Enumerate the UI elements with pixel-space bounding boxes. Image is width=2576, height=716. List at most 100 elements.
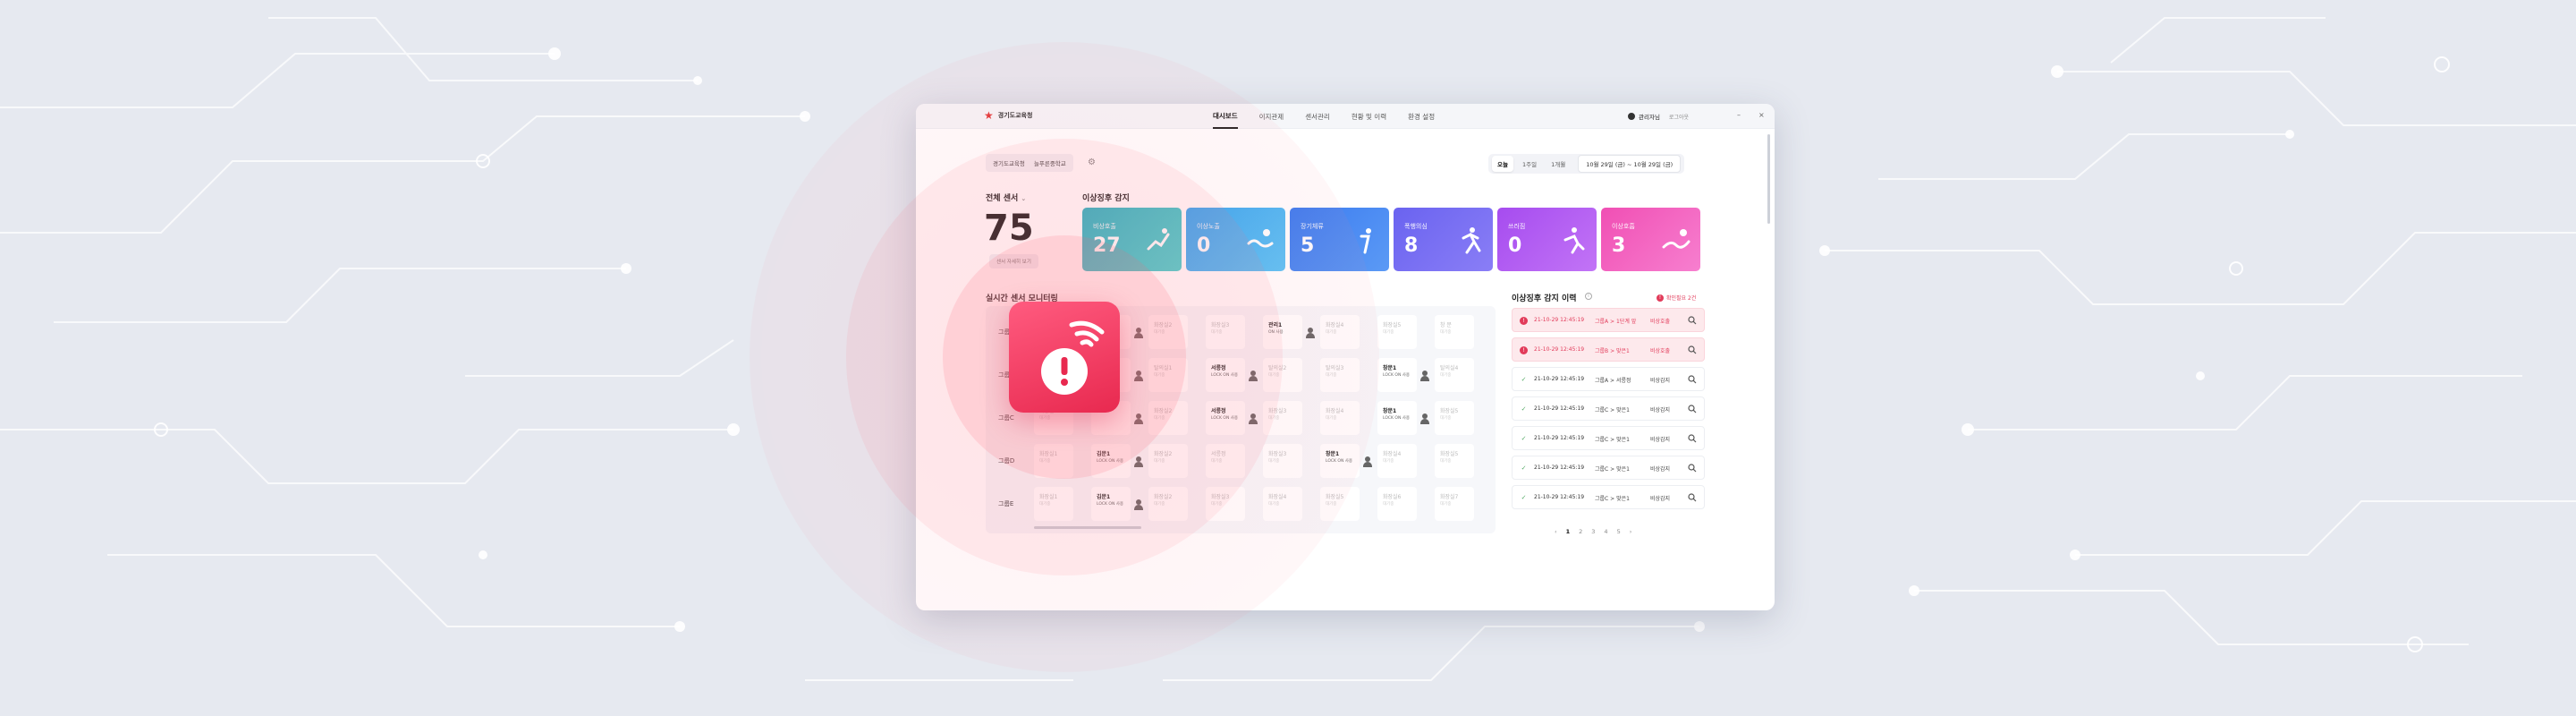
cell-name: 화장실2 [1154, 494, 1173, 500]
sensor-cell[interactable]: 화장실4 대기중 [1377, 444, 1417, 478]
sensor-cell[interactable]: 화장실5 대기중 [1435, 444, 1474, 478]
cell-name: 탈의실2 [1268, 365, 1287, 371]
nav-control[interactable]: 이지관제 [1258, 112, 1284, 121]
nav-settings[interactable]: 환경 설정 [1408, 112, 1436, 121]
sensor-cell[interactable]: 화장실6 대기중 [1377, 487, 1417, 521]
history-item[interactable]: ✓ 21-10-29 12:45:19 그룹C > 맞은1 비상감지 [1512, 426, 1705, 450]
nav-history[interactable]: 현황 및 이력 [1351, 112, 1387, 121]
sensor-cell[interactable]: 화장실5 대기중 [1377, 315, 1417, 349]
abnormal-card-1[interactable]: 이상노출 0 [1186, 208, 1285, 271]
minimize-icon[interactable]: – [1737, 111, 1741, 119]
search-icon[interactable] [1688, 345, 1697, 354]
sensor-cell[interactable]: 탈의실2 대기중 [1263, 358, 1302, 392]
logout-link[interactable]: 로그아웃 [1668, 114, 1690, 121]
unread-badge[interactable]: ! 확인필요 2건 [1657, 294, 1696, 302]
sensor-cell[interactable]: 화장실1 대기중 [1034, 444, 1073, 478]
sensor-cell[interactable]: 화장실2 대기중 [1148, 401, 1188, 435]
cell-status: 대기중 [1383, 459, 1394, 464]
history-item[interactable]: ✓ 21-10-29 12:45:19 그룹C > 맞은1 비상감지 [1512, 456, 1705, 480]
search-icon[interactable] [1688, 405, 1697, 413]
abnormal-card-5[interactable]: 이상호흡 3 [1601, 208, 1700, 271]
app-logo[interactable]: ★ 경기도교육청 [984, 110, 1032, 121]
sensor-cell[interactable]: 화장실5 대기중 [1435, 401, 1474, 435]
abnormal-card-0[interactable]: 비상호출 27 [1082, 208, 1182, 271]
page-link[interactable]: 2 [1579, 528, 1583, 535]
sensor-cell[interactable]: 서릉정 대기중 [1206, 444, 1245, 478]
wifi-alert-tile [1009, 302, 1120, 413]
history-type: 비상감지 [1650, 378, 1671, 384]
tab-month[interactable]: 1개월 [1551, 161, 1566, 168]
cell-status: 대기중 [1268, 502, 1280, 507]
tab-today[interactable]: 오늘 [1492, 156, 1513, 172]
sensor-cell[interactable]: 화장실1 대기중 [1034, 487, 1073, 521]
cell-name: 화장실2 [1154, 451, 1173, 457]
sensor-cell[interactable]: 김문1 LOCK ON 사용 [1091, 444, 1131, 478]
sensor-cell[interactable]: 화장실4 대기중 [1263, 487, 1302, 521]
search-icon[interactable] [1688, 316, 1697, 325]
sensor-cell[interactable]: 서릉정 LOCK ON 사용 [1206, 358, 1245, 392]
gear-icon[interactable]: ⚙ [1088, 158, 1096, 167]
sensor-cell[interactable]: 탈의실3 대기중 [1320, 358, 1360, 392]
history-item[interactable]: ✓ 21-10-29 12:45:19 그룹A > 서릉정 비상감지 [1512, 367, 1705, 391]
history-item[interactable]: ✓ 21-10-29 12:45:19 그룹C > 맞은1 비상감지 [1512, 485, 1705, 509]
sensor-cell[interactable]: 화장실3 대기중 [1206, 315, 1245, 349]
sensor-cell[interactable]: 탈의실4 대기중 [1435, 358, 1474, 392]
sensor-cell[interactable]: 창 문 대기중 [1435, 315, 1474, 349]
abnormal-card-4[interactable]: 쓰러짐 0 [1497, 208, 1597, 271]
sensor-cell[interactable]: 화장실4 대기중 [1320, 315, 1360, 349]
sensor-cell[interactable]: 화장실2 대기중 [1148, 444, 1188, 478]
search-icon[interactable] [1688, 375, 1697, 384]
nav-dashboard[interactable]: 대시보드 [1213, 104, 1238, 129]
sensor-cell[interactable]: 창문1 LOCK ON 사용 [1377, 401, 1417, 435]
abnormal-card-2[interactable]: 장기체류 5 [1290, 208, 1389, 271]
sensor-cell[interactable]: 화장실3 대기중 [1263, 444, 1302, 478]
page-link[interactable]: 1 [1565, 528, 1571, 535]
history-location: 그룹C > 맞은1 [1595, 496, 1630, 502]
page-link[interactable]: › [1629, 528, 1632, 535]
org-selector[interactable]: 경기도교육청 늘푸른중학교 [986, 154, 1073, 172]
sensor-cell[interactable]: 김문1 LOCK ON 사용 [1091, 487, 1131, 521]
sensor-cell[interactable]: 창문1 LOCK ON 사용 [1377, 358, 1417, 392]
history-item[interactable]: ! 21-10-29 12:45:19 그룹B > 맞은1 비상호출 [1512, 337, 1705, 362]
page-link[interactable]: 4 [1604, 528, 1608, 535]
search-icon[interactable] [1688, 434, 1697, 443]
user-menu[interactable]: 관리자님 로그아웃 [1628, 112, 1689, 121]
sensor-cell[interactable]: 화장실7 대기중 [1435, 487, 1474, 521]
sensor-cell[interactable]: 탈의실1 대기중 [1148, 358, 1188, 392]
cell-status: LOCK ON 사용 [1097, 502, 1124, 507]
horizontal-scrollbar[interactable] [1034, 526, 1141, 529]
card-value: 8 [1404, 234, 1419, 257]
abnormal-card-3[interactable]: 폭행의심 8 [1394, 208, 1493, 271]
cell-status: 대기중 [1211, 459, 1223, 464]
search-icon[interactable] [1688, 464, 1697, 473]
date-range-picker[interactable]: 10월 29일 (금) ~ 10월 29일 (금) [1578, 155, 1682, 173]
sensor-total-count: 75 [984, 208, 1034, 249]
page-link[interactable]: 3 [1591, 528, 1596, 535]
history-time: 21-10-29 12:45:19 [1534, 346, 1585, 353]
close-icon[interactable]: × [1758, 111, 1765, 119]
page-link[interactable]: ‹ [1555, 528, 1557, 535]
person-stand-icon [1360, 228, 1371, 254]
search-icon[interactable] [1688, 493, 1697, 502]
sensor-detail-button[interactable]: 센서 자세히 보기 [989, 254, 1038, 268]
sensor-cell[interactable]: 화장실5 대기중 [1320, 487, 1360, 521]
cell-status: 대기중 [1268, 373, 1280, 378]
wifi-alert-icon [1041, 320, 1105, 395]
sensor-cell[interactable]: 관리1 ON 사용 [1263, 315, 1302, 349]
page-link[interactable]: 5 [1616, 528, 1621, 535]
history-item[interactable]: ! 21-10-29 12:45:19 그룹A > 1단계 앞 비상호출 [1512, 308, 1705, 332]
history-item[interactable]: ✓ 21-10-29 12:45:19 그룹C > 맞은1 비상감지 [1512, 396, 1705, 421]
sensor-cell[interactable]: 화장실2 대기중 [1148, 487, 1188, 521]
sensor-cell[interactable]: 서릉정 LOCK ON 사용 [1206, 401, 1245, 435]
nav-sensors[interactable]: 센서관리 [1305, 112, 1330, 121]
sensor-cell[interactable]: 창문1 LOCK ON 사용 [1320, 444, 1360, 478]
sensor-cell[interactable]: 화장실4 대기중 [1320, 401, 1360, 435]
sensor-cell[interactable]: 화장실3 대기중 [1206, 487, 1245, 521]
tab-week[interactable]: 1주일 [1521, 161, 1538, 168]
vertical-scrollbar[interactable] [1767, 134, 1770, 224]
cell-status: 대기중 [1039, 459, 1051, 464]
card-label: 장기체류 [1301, 223, 1324, 230]
sensor-cell[interactable]: 화장실2 대기중 [1148, 315, 1188, 349]
sensor-cell[interactable]: 화장실3 대기중 [1263, 401, 1302, 435]
info-icon[interactable]: i [1585, 293, 1592, 300]
